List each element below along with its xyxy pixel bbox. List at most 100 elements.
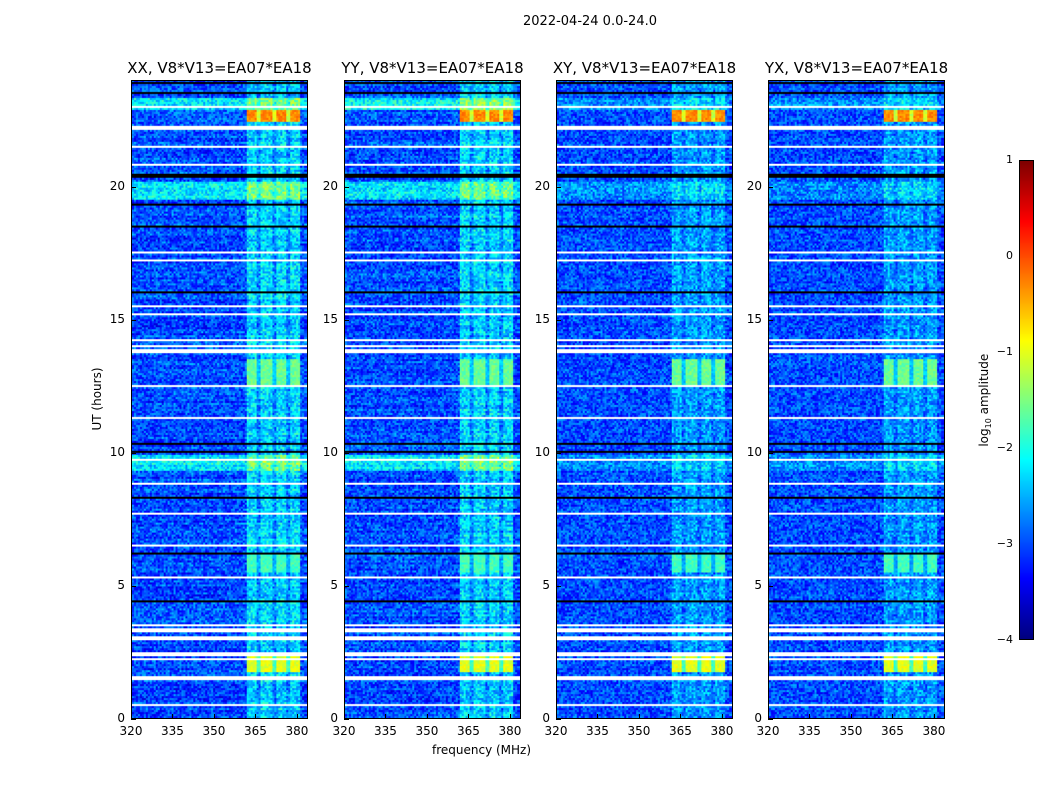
y-tick xyxy=(344,319,349,321)
colorbar-tick-label: 0 xyxy=(1006,249,1013,262)
x-tick-label: 335 xyxy=(798,724,821,738)
y-tick-label: 10 xyxy=(109,444,125,459)
y-tick-label: 0 xyxy=(330,711,338,725)
x-tick xyxy=(597,714,599,719)
colorbar-tick-label: −4 xyxy=(996,633,1013,646)
x-tick xyxy=(680,714,682,719)
x-tick-label: 335 xyxy=(374,724,397,738)
x-tick-label: 335 xyxy=(161,724,184,738)
x-tick-label: 365 xyxy=(881,724,904,738)
x-tick-label: 320 xyxy=(332,724,356,738)
y-tick-label: 20 xyxy=(109,178,125,193)
y-tick xyxy=(131,452,136,454)
y-tick-label: 5 xyxy=(330,577,338,592)
y-tick xyxy=(768,585,773,587)
x-tick xyxy=(385,714,387,719)
y-tick xyxy=(344,186,349,188)
x-tick xyxy=(468,714,470,719)
y-tick-label: 20 xyxy=(322,178,338,193)
heatmap-cells xyxy=(769,81,944,718)
x-tick-label: 380 xyxy=(498,724,522,738)
y-tick-label: 20 xyxy=(534,178,550,193)
y-tick xyxy=(131,186,136,188)
x-tick xyxy=(556,714,557,719)
x-tick xyxy=(296,714,298,719)
x-tick xyxy=(131,714,132,719)
x-tick xyxy=(509,714,511,719)
y-tick-label: 10 xyxy=(746,444,762,459)
colorbar-label: log10 amplitude xyxy=(976,353,994,447)
x-tick-label: 320 xyxy=(544,724,568,738)
x-tick xyxy=(768,714,769,719)
y-tick xyxy=(768,186,773,188)
y-tick xyxy=(556,585,561,587)
panel-title: XX, V8*V13=EA07*EA18 xyxy=(127,59,312,77)
y-tick-label: 15 xyxy=(746,311,762,326)
x-tick xyxy=(809,714,811,719)
y-tick xyxy=(556,452,561,454)
panel-title: XY, V8*V13=EA07*EA18 xyxy=(552,59,737,77)
heatmap-cells xyxy=(557,81,732,718)
x-tick xyxy=(213,714,215,719)
x-tick xyxy=(344,714,345,719)
y-tick xyxy=(131,319,136,321)
y-tick xyxy=(344,719,349,720)
y-tick-label: 15 xyxy=(109,311,125,326)
colorbar-tick-label: −2 xyxy=(996,441,1013,454)
y-tick-label: 10 xyxy=(322,444,338,459)
x-tick-label: 350 xyxy=(202,724,226,738)
colorbar xyxy=(1019,160,1034,640)
y-tick-label: 10 xyxy=(534,444,550,459)
x-tick-label: 320 xyxy=(756,724,780,738)
panel-title: YX, V8*V13=EA07*EA18 xyxy=(764,59,949,77)
figure-title: 2022-04-24 0.0-24.0 xyxy=(523,14,657,29)
x-tick xyxy=(255,714,257,719)
heatmap-panel xyxy=(131,80,308,719)
colorbar-tick-label: 1 xyxy=(1006,153,1013,166)
x-tick xyxy=(850,714,852,719)
x-tick-label: 350 xyxy=(627,724,651,738)
y-tick-label: 5 xyxy=(754,577,762,592)
heatmap-cells xyxy=(132,81,307,718)
x-tick-label: 380 xyxy=(922,724,946,738)
y-tick xyxy=(556,719,561,720)
colorbar-tick-label: −3 xyxy=(996,537,1013,550)
x-tick-label: 350 xyxy=(839,724,863,738)
x-tick-label: 380 xyxy=(285,724,309,738)
y-tick xyxy=(131,585,136,587)
colorbar-tick-label: −1 xyxy=(996,345,1013,358)
x-tick-label: 350 xyxy=(415,724,439,738)
y-tick-label: 15 xyxy=(322,311,338,326)
x-tick-label: 365 xyxy=(244,724,267,738)
y-tick-label: 15 xyxy=(534,311,550,326)
heatmap-panel xyxy=(344,80,521,719)
y-tick-label: 5 xyxy=(542,577,550,592)
y-tick xyxy=(556,186,561,188)
y-tick xyxy=(768,452,773,454)
panel-title: YY, V8*V13=EA07*EA18 xyxy=(341,59,524,77)
x-tick-label: 365 xyxy=(669,724,692,738)
heatmap-panel xyxy=(768,80,945,719)
y-tick-label: 5 xyxy=(117,577,125,592)
x-tick-label: 365 xyxy=(457,724,480,738)
y-axis-label: UT (hours) xyxy=(90,367,104,431)
x-tick xyxy=(172,714,174,719)
x-tick xyxy=(426,714,428,719)
y-tick-label: 0 xyxy=(754,711,762,725)
x-tick xyxy=(892,714,894,719)
y-tick xyxy=(768,719,773,720)
heatmap-panel xyxy=(556,80,733,719)
x-tick xyxy=(721,714,723,719)
y-tick-label: 20 xyxy=(746,178,762,193)
x-tick-label: 320 xyxy=(119,724,143,738)
x-tick xyxy=(638,714,640,719)
y-tick-label: 0 xyxy=(117,711,125,725)
y-tick xyxy=(344,452,349,454)
y-tick xyxy=(556,319,561,321)
y-tick xyxy=(131,719,136,720)
heatmap-cells xyxy=(345,81,520,718)
y-tick xyxy=(768,319,773,321)
x-tick xyxy=(933,714,935,719)
y-tick xyxy=(344,585,349,587)
